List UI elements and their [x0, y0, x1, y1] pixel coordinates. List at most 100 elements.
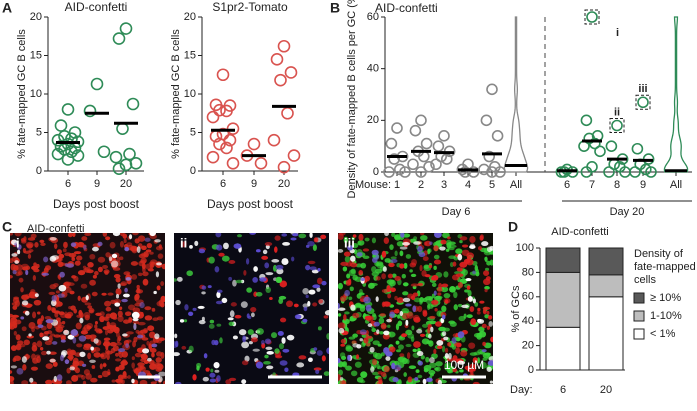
cell	[457, 360, 466, 365]
cell	[447, 342, 452, 347]
y-tick-label: 20	[367, 114, 379, 126]
cell	[419, 333, 426, 337]
cell	[67, 334, 75, 340]
cell	[151, 343, 158, 348]
cell	[482, 341, 486, 347]
cell	[36, 311, 41, 315]
cell	[293, 303, 299, 308]
cell	[13, 355, 22, 362]
cell	[82, 244, 87, 250]
data-point	[97, 145, 111, 159]
data-point	[432, 140, 445, 152]
cell	[355, 354, 360, 360]
cell	[433, 245, 439, 252]
cell	[16, 367, 24, 375]
cell	[80, 283, 88, 289]
data-point	[90, 77, 104, 91]
cell	[69, 366, 75, 371]
cell	[401, 273, 406, 279]
cell	[123, 319, 130, 324]
cell	[405, 343, 412, 348]
cell	[340, 343, 346, 347]
image-label: ii	[180, 235, 187, 250]
cell	[466, 314, 473, 319]
cell	[430, 372, 434, 377]
cell	[94, 324, 98, 329]
cell	[343, 314, 347, 321]
cell	[147, 357, 152, 362]
cell	[41, 272, 50, 276]
cell	[136, 334, 144, 339]
cell	[10, 365, 18, 369]
y-tick-label: 15	[30, 49, 42, 61]
cell	[455, 248, 463, 255]
cell	[33, 299, 42, 306]
cell	[107, 292, 114, 296]
cell	[262, 249, 268, 255]
cell	[428, 264, 433, 269]
cell	[76, 374, 84, 378]
cell	[142, 278, 149, 286]
cell	[136, 289, 141, 294]
cell	[102, 233, 108, 237]
cell	[401, 333, 408, 338]
cell	[399, 353, 405, 358]
data-point	[54, 140, 68, 153]
cell	[84, 314, 90, 321]
cell	[436, 339, 444, 346]
cell	[338, 369, 344, 376]
cell	[488, 315, 493, 320]
cell	[197, 305, 205, 309]
cell	[488, 321, 493, 327]
cell	[58, 284, 67, 292]
cell	[139, 302, 145, 309]
cell	[419, 264, 423, 272]
cell	[10, 274, 13, 279]
cell	[437, 292, 442, 296]
data-point	[407, 158, 419, 171]
cell	[230, 302, 237, 307]
cell	[383, 365, 390, 373]
data-point	[277, 160, 291, 174]
cell	[102, 264, 109, 269]
cell	[489, 380, 493, 384]
highlight-box	[635, 94, 651, 110]
cell	[382, 301, 391, 307]
cell	[473, 351, 482, 356]
cell	[10, 375, 15, 382]
cell	[189, 245, 193, 249]
cell	[383, 330, 390, 336]
cell	[442, 314, 446, 320]
cell	[122, 370, 127, 378]
cell	[216, 244, 223, 251]
cell	[217, 289, 223, 294]
legend-swatch	[633, 310, 645, 322]
cell	[316, 287, 321, 292]
cell	[392, 377, 399, 383]
cell	[37, 318, 43, 325]
cell	[413, 236, 418, 241]
cell	[236, 234, 243, 238]
data-point	[578, 140, 590, 152]
cell	[431, 275, 439, 281]
cell	[124, 246, 130, 252]
bar-segment	[545, 271, 581, 328]
cell	[233, 243, 242, 249]
cell	[87, 352, 92, 360]
cell	[127, 375, 131, 379]
cell	[192, 307, 197, 311]
cell	[151, 307, 156, 312]
cell	[453, 291, 458, 299]
data-point	[274, 73, 287, 87]
cell	[290, 237, 297, 241]
cell	[317, 326, 322, 331]
cell	[428, 295, 434, 302]
bar-segment	[545, 326, 581, 371]
cell	[481, 241, 489, 247]
cell	[413, 297, 422, 303]
cell	[362, 255, 370, 260]
cell	[66, 380, 72, 384]
cell	[90, 377, 98, 383]
cell	[52, 341, 58, 345]
cell	[422, 378, 427, 384]
